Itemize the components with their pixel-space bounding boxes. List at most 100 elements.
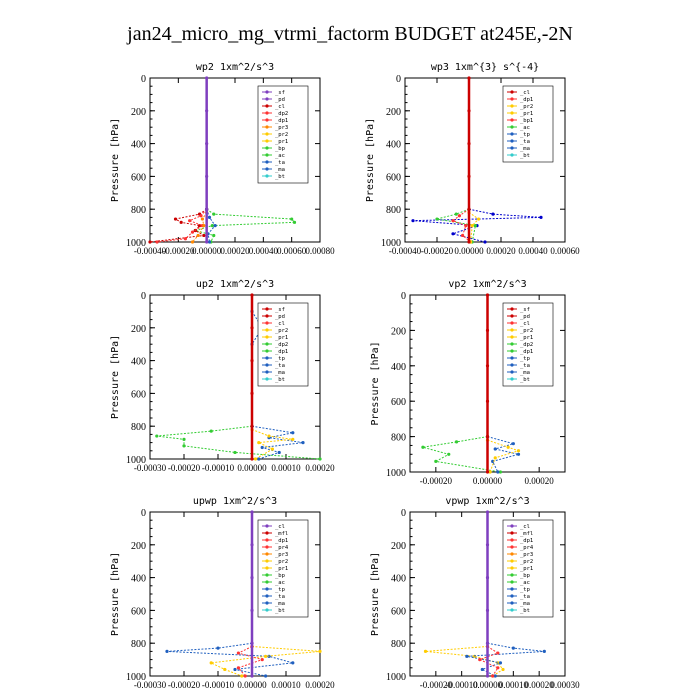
legend-marker	[265, 559, 269, 563]
y-tick-label: 0	[141, 291, 146, 302]
data-point	[233, 667, 237, 672]
legend-label: _bp1	[520, 118, 533, 124]
legend-marker	[265, 335, 269, 339]
data-point	[461, 233, 465, 238]
legend-label: _cl	[275, 524, 285, 530]
data-point	[260, 658, 264, 662]
data-point	[480, 667, 484, 672]
data-point	[202, 233, 206, 238]
legend-label: _ma	[520, 601, 530, 607]
legend-marker	[265, 139, 269, 143]
data-point	[207, 240, 212, 244]
legend-label: _ta	[275, 363, 285, 369]
y-tick-label: 200	[131, 324, 146, 335]
legend-label: _pr1	[275, 139, 288, 145]
data-point	[250, 576, 254, 580]
panel-title: vp2 1xm^2/s^3	[448, 279, 526, 290]
x-tick-label: 0.00020	[305, 680, 335, 690]
legend-marker	[510, 132, 514, 136]
legend-marker	[265, 160, 269, 164]
y-tick-label: 1000	[381, 238, 401, 249]
legend-marker	[265, 132, 269, 136]
x-tick-label: 0.00010	[271, 463, 301, 473]
data-point	[470, 224, 474, 228]
y-tick-label: 600	[131, 389, 146, 400]
legend-marker	[265, 167, 269, 171]
x-tick-label: -0.00010	[202, 680, 235, 690]
legend-label: _pr3	[275, 125, 288, 131]
y-tick-label: 200	[391, 326, 406, 337]
data-point	[485, 470, 490, 474]
panel-title: vpwp 1xm^2/s^3	[445, 496, 529, 507]
legend-marker	[265, 125, 269, 129]
legend-label: _bt	[520, 377, 530, 383]
data-point	[270, 447, 274, 451]
x-tick-label: -0.00020	[420, 476, 453, 486]
data-point	[467, 76, 471, 80]
legend-label: _dp1	[275, 349, 288, 355]
panel-title: upwp 1xm^2/s^3	[193, 496, 277, 507]
data-point	[250, 424, 254, 428]
data-point	[451, 219, 455, 223]
data-point	[491, 459, 495, 463]
data-point	[451, 232, 455, 236]
legend-label: _pr4	[275, 545, 289, 551]
legend-marker	[265, 524, 269, 528]
legend-label: _dp1	[275, 118, 288, 124]
data-point	[496, 470, 500, 474]
x-tick-label: 0.00010	[499, 680, 529, 690]
legend-label: _pr1	[520, 111, 533, 117]
data-point	[493, 456, 497, 460]
legend-marker	[265, 174, 269, 178]
y-tick-label: 0	[401, 291, 406, 302]
x-tick-label: -0.00020	[168, 463, 201, 473]
legend-label: _cl	[275, 104, 285, 110]
data-point	[155, 240, 159, 244]
data-point	[485, 641, 490, 645]
data-point	[467, 142, 471, 146]
legend-label: _dp1	[520, 538, 533, 544]
legend-marker	[510, 153, 514, 157]
data-point	[318, 649, 322, 654]
x-tick-label: -0.00020	[421, 246, 454, 256]
data-point	[243, 674, 247, 678]
data-point	[205, 207, 209, 211]
legend-marker	[510, 139, 514, 143]
data-point	[485, 435, 490, 439]
data-point	[435, 217, 439, 221]
legend-label: _ta	[520, 594, 530, 600]
x-tick-label: 0.00040	[518, 246, 548, 256]
legend-marker	[265, 146, 269, 150]
data-point	[318, 457, 322, 461]
data-point	[210, 224, 214, 228]
legend-label: _tp	[275, 356, 285, 362]
x-tick-label: -0.00020	[420, 680, 453, 690]
legend-label: _mfl	[520, 531, 533, 537]
legend-label: _pd	[275, 97, 285, 103]
legend-marker	[510, 104, 514, 108]
data-point	[473, 224, 477, 228]
data-point	[485, 543, 490, 547]
data-point	[233, 450, 237, 455]
legend-label: _pr2	[275, 328, 288, 334]
legend-marker	[510, 356, 514, 360]
legend-marker	[265, 153, 269, 157]
legend-label: _dp2	[275, 111, 288, 117]
y-tick-label: 1000	[126, 455, 146, 466]
data-point	[491, 674, 495, 678]
data-point	[291, 437, 295, 441]
x-tick-label: -0.00040	[134, 246, 167, 256]
y-tick-label: 0	[141, 74, 146, 85]
data-point	[464, 224, 468, 228]
legend-label: _cl	[520, 524, 530, 530]
y-axis-label: Pressure [hPa]	[370, 552, 381, 636]
legend-marker	[510, 594, 514, 598]
legend-label: _dp2	[275, 342, 288, 348]
legend-marker	[265, 538, 269, 542]
legend-label: _pd	[520, 314, 530, 320]
data-point	[205, 142, 209, 146]
chart-panel-2: wp3 1xm^{3} s^{-4} Pressure [hPa] 0 200 400 6…	[365, 62, 580, 256]
x-tick-label: -0.00020	[168, 680, 201, 690]
data-point	[253, 457, 257, 461]
